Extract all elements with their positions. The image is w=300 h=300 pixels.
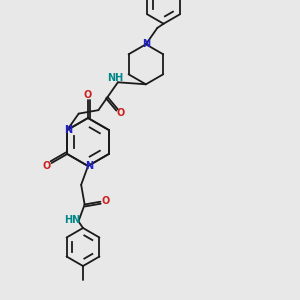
- Text: N: N: [142, 39, 150, 49]
- Text: O: O: [101, 196, 110, 206]
- Text: NH: NH: [107, 73, 123, 83]
- Text: N: N: [85, 161, 93, 171]
- Text: N: N: [64, 125, 72, 135]
- Text: O: O: [84, 90, 92, 100]
- Text: O: O: [117, 108, 125, 118]
- Text: HN: HN: [64, 215, 81, 225]
- Text: O: O: [42, 161, 51, 171]
